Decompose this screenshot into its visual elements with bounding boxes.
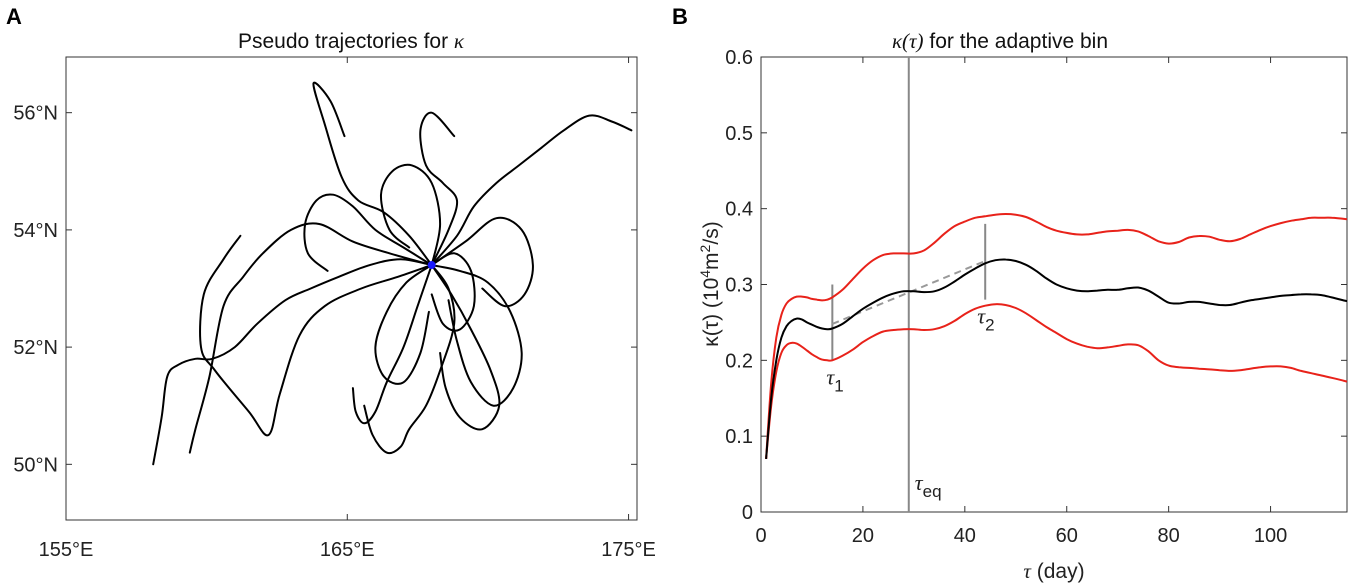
series-line <box>765 213 1348 459</box>
marker-label: τeq <box>915 470 942 501</box>
panel-a-title: Pseudo trajectories for κ <box>238 29 465 53</box>
x-tick-label: 60 <box>1056 525 1078 547</box>
trajectory-line <box>379 163 442 267</box>
y-tick-label: 50°N <box>13 454 58 476</box>
y-tick-label: 0.1 <box>725 426 753 448</box>
trajectory-line <box>351 264 433 425</box>
trajectory-line <box>430 216 534 308</box>
panel-b-markers: τ1 τ2 τeq <box>826 57 995 512</box>
trajectory-line <box>303 193 433 272</box>
panel-a: A Pseudo trajectories for κ 155°E 165°E 17… <box>6 4 656 561</box>
trajectory-line <box>430 264 501 431</box>
trajectory-line <box>430 264 523 407</box>
x-tick-label: 165°E <box>320 539 375 561</box>
y-tick-label: 0.6 <box>725 47 753 69</box>
trajectory-line <box>419 111 459 267</box>
panel-b-y-axis-label: κ(τ) (104m2/s) <box>697 221 723 346</box>
trajectory-line <box>430 252 476 332</box>
x-tick-label: 40 <box>954 525 976 547</box>
x-tick-label: 20 <box>852 525 874 547</box>
y-tick-label: 52°N <box>13 337 58 359</box>
panel-b-x-axis-label: τ (day) <box>1023 559 1084 583</box>
panel-a-trajectories <box>152 81 633 466</box>
y-tick-label: 0.3 <box>725 275 753 297</box>
panel-b: B κ(τ) for the adaptive bin 0 20 40 60 80 100… <box>672 4 1348 583</box>
y-tick-label: 56°N <box>13 103 58 125</box>
panel-b-x-ticks: 0 20 40 60 80 100 <box>755 57 1287 547</box>
panel-a-x-ticks: 155°E 165°E 175°E <box>39 57 656 561</box>
trajectory-line <box>363 264 456 455</box>
panel-a-label: A <box>6 4 22 29</box>
panel-a-release-point <box>427 261 436 270</box>
panel-b-series <box>765 213 1348 459</box>
panel-a-y-ticks: 50°N 52°N 54°N 56°N <box>13 103 637 476</box>
panel-b-label: B <box>672 4 688 29</box>
series-line <box>765 258 1348 459</box>
y-tick-label: 0.5 <box>725 123 753 145</box>
x-tick-label: 80 <box>1158 525 1180 547</box>
panel-a-axes-frame <box>65 56 638 521</box>
panel-b-y-ticks: 0 0.1 0.2 0.3 0.4 0.5 0.6 <box>725 47 1347 524</box>
x-tick-label: 0 <box>755 525 766 547</box>
y-tick-label: 0.2 <box>725 350 753 372</box>
y-tick-label: 0.4 <box>725 199 753 221</box>
trajectory-line <box>374 264 433 385</box>
marker-label: τ1 <box>826 364 843 395</box>
x-tick-label: 175°E <box>601 539 656 561</box>
panel-b-title: κ(τ) for the adaptive bin <box>892 29 1108 53</box>
y-tick-label: 54°N <box>13 220 58 242</box>
trajectory-line <box>152 258 433 466</box>
marker-label: τ2 <box>977 304 994 335</box>
y-tick-label: 0 <box>742 502 753 524</box>
trajectory-line <box>430 114 633 267</box>
series-line <box>765 303 1348 459</box>
trajectory-line <box>199 234 433 437</box>
x-tick-label: 100 <box>1254 525 1287 547</box>
x-tick-label: 155°E <box>39 539 94 561</box>
trajectory-line <box>188 222 433 454</box>
panel-b-axes-frame <box>760 56 1348 513</box>
trajectory-line <box>312 81 433 267</box>
